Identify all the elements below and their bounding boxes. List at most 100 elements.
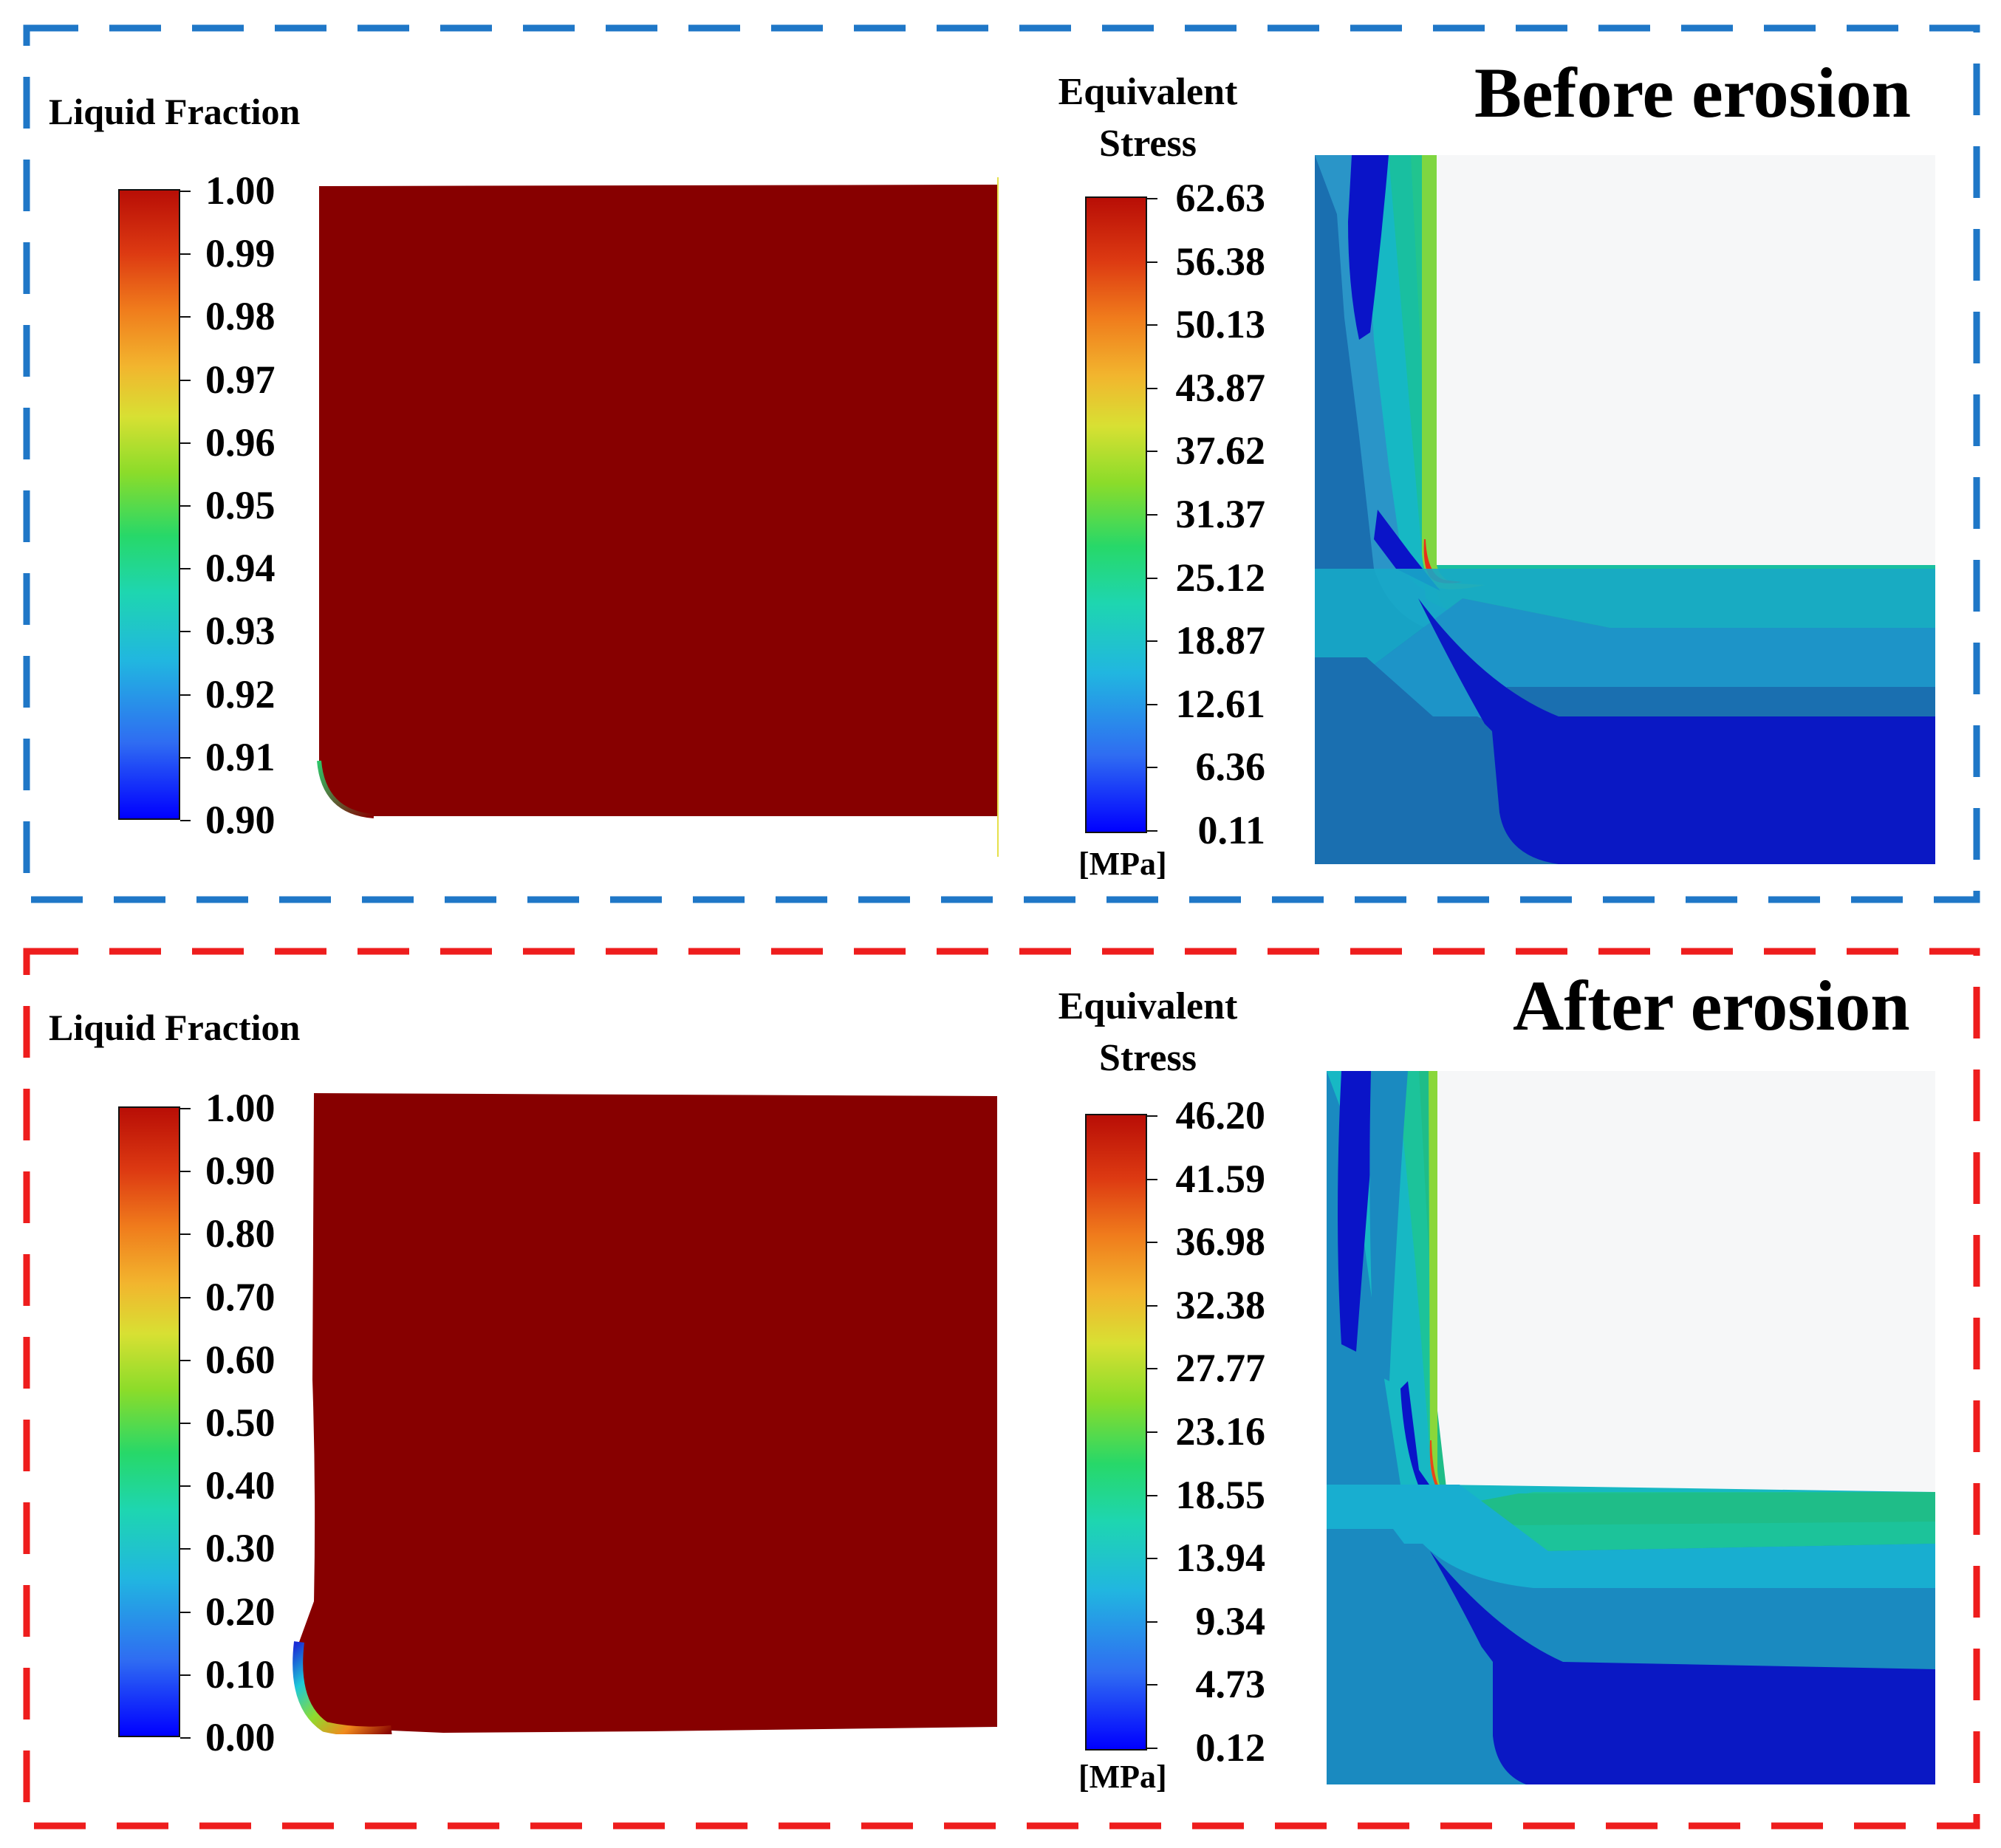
before-lf-colorbar [118, 189, 180, 820]
after-lf-tick-mark [180, 1171, 191, 1173]
after-stress-tick-label: 41.59 [1175, 1156, 1266, 1201]
before-stress-tick-label: 50.13 [1175, 302, 1266, 347]
before-stress-title: Equivalent Stress [1037, 66, 1259, 170]
after-lf-colorbar [118, 1106, 180, 1737]
after-stress-unit: [MPa] [1078, 1759, 1167, 1795]
after-stress-tick-mark [1147, 1684, 1157, 1686]
after-eroded-corner [293, 1641, 392, 1734]
before-stress-tick-label: 12.61 [1175, 681, 1266, 726]
after-dashed-frame [23, 948, 1980, 1830]
after-lf-tick-label: 0.70 [205, 1274, 276, 1319]
before-lf-tick-mark [180, 820, 191, 821]
after-liquid-region [298, 1093, 997, 1733]
after-stress-tick-mark [1147, 1368, 1157, 1370]
after-lf-tick-mark [180, 1674, 191, 1676]
before-lf-tick-label: 0.99 [205, 231, 276, 276]
after-lf-tick-mark [180, 1611, 191, 1613]
after-erosion-panel: After erosion Liquid Fraction 1.00 0.90 0.… [0, 916, 2001, 1848]
before-lf-tick-label: 0.97 [205, 357, 276, 402]
before-stress-contour-plot [1315, 155, 1935, 864]
before-lf-tick-mark [180, 253, 191, 256]
after-lf-tick-label: 0.50 [205, 1400, 276, 1445]
before-lf-tick-label: 0.96 [205, 420, 276, 465]
after-stress-tick-mark [1147, 1242, 1157, 1244]
before-stress-tick-label: 43.87 [1175, 365, 1266, 410]
after-stress-title: Equivalent Stress [1037, 981, 1259, 1084]
after-lf-title: Liquid Fraction [49, 1007, 301, 1048]
before-stress-title-line2: Stress [1099, 123, 1197, 165]
before-stress-tick-mark [1147, 261, 1157, 263]
after-stress-tick-mark [1147, 1748, 1157, 1749]
before-stress-tick-label: 18.87 [1175, 618, 1266, 663]
after-lf-tick-label: 0.00 [205, 1715, 276, 1759]
before-stress-tick-label: 6.36 [1195, 745, 1266, 790]
before-lf-tick-mark [180, 756, 191, 759]
before-eroded-corner [317, 760, 374, 818]
before-lf-tick-mark [180, 568, 191, 570]
after-stress-tick-label: 27.77 [1175, 1346, 1266, 1391]
after-stress-tick-mark [1147, 1494, 1157, 1496]
after-stress-tick-mark [1147, 1621, 1157, 1623]
after-stress-tick-label: 18.55 [1175, 1472, 1266, 1517]
before-lf-tick-label: 1.00 [205, 168, 276, 213]
after-lf-tick-mark [180, 1423, 191, 1424]
after-stress-tick-label: 36.98 [1175, 1219, 1266, 1264]
before-lf-tick-mark [180, 316, 191, 318]
before-stress-tick-mark [1147, 640, 1157, 643]
before-stress-tick-mark [1147, 830, 1157, 832]
before-lf-tick-label: 0.93 [205, 609, 276, 654]
before-stress-tick-mark [1147, 387, 1157, 389]
after-lf-tick-mark [180, 1296, 191, 1298]
before-lf-tick-label: 0.94 [205, 546, 276, 591]
before-erosion-panel: Before erosion Liquid Fraction 1.00 0.99 0… [0, 0, 2001, 916]
after-stress-title-line1: Equivalent [1058, 985, 1238, 1027]
after-lf-tick-mark [180, 1233, 191, 1236]
before-stress-tick-label: 62.63 [1175, 176, 1266, 220]
after-lf-tick-label: 0.20 [205, 1589, 276, 1634]
after-stress-colorbar [1085, 1114, 1147, 1751]
before-stress-tick-label: 37.62 [1175, 428, 1266, 473]
before-liquid-region [319, 185, 997, 816]
after-lf-tick-label: 0.80 [205, 1211, 276, 1256]
after-stress-contour-plot [1327, 1071, 1935, 1784]
before-liquid-fraction-plot [317, 177, 999, 857]
after-lf-tick-label: 0.10 [205, 1652, 276, 1697]
after-lf-tick-mark [180, 1359, 191, 1361]
after-stress-tick-label: 9.34 [1195, 1598, 1266, 1643]
after-lf-tick-label: 0.90 [205, 1149, 276, 1194]
after-title: After erosion [1513, 966, 1910, 1045]
after-stress-tick-label: 46.20 [1175, 1093, 1266, 1137]
after-stress-tick-mark [1147, 1115, 1157, 1117]
after-lf-tick-label: 0.40 [205, 1463, 276, 1508]
after-stress-tick-label: 13.94 [1175, 1536, 1266, 1581]
before-lf-tick-label: 0.92 [205, 671, 276, 716]
before-lf-tick-mark [180, 442, 191, 444]
after-stress-tick-label: 4.73 [1195, 1662, 1266, 1707]
after-lf-tick-mark [180, 1108, 191, 1109]
before-stress-tick-mark [1147, 577, 1157, 579]
before-lf-title: Liquid Fraction [49, 91, 301, 132]
after-stress-tick-label: 0.12 [1195, 1725, 1266, 1770]
before-lf-tick-label: 0.91 [205, 734, 276, 779]
before-title: Before erosion [1474, 53, 1911, 132]
before-lf-tick-label: 0.90 [205, 798, 276, 842]
before-stress-tick-mark [1147, 198, 1157, 199]
after-liquid-fraction-plot [293, 1093, 997, 1734]
before-stress-tick-mark [1147, 767, 1157, 769]
before-lf-tick-label: 0.98 [205, 294, 276, 339]
after-stress-tick-label: 32.38 [1175, 1282, 1266, 1327]
after-lf-tick-mark [180, 1737, 191, 1739]
after-stress-title-line2: Stress [1099, 1037, 1197, 1079]
after-lf-tick-label: 0.60 [205, 1337, 276, 1382]
before-stress-colorbar [1085, 196, 1147, 833]
after-stress-tick-mark [1147, 1431, 1157, 1433]
before-lf-tick-mark [180, 191, 191, 192]
before-stress-tick-label: 31.37 [1175, 492, 1266, 536]
after-lf-tick-mark [180, 1548, 191, 1550]
after-stress-tick-mark [1147, 1558, 1157, 1560]
before-lf-tick-mark [180, 694, 191, 696]
before-lf-tick-label: 0.95 [205, 483, 276, 527]
before-stress-tick-mark [1147, 703, 1157, 705]
before-stress-tick-label: 0.11 [1197, 808, 1265, 852]
before-lf-tick-mark [180, 631, 191, 633]
